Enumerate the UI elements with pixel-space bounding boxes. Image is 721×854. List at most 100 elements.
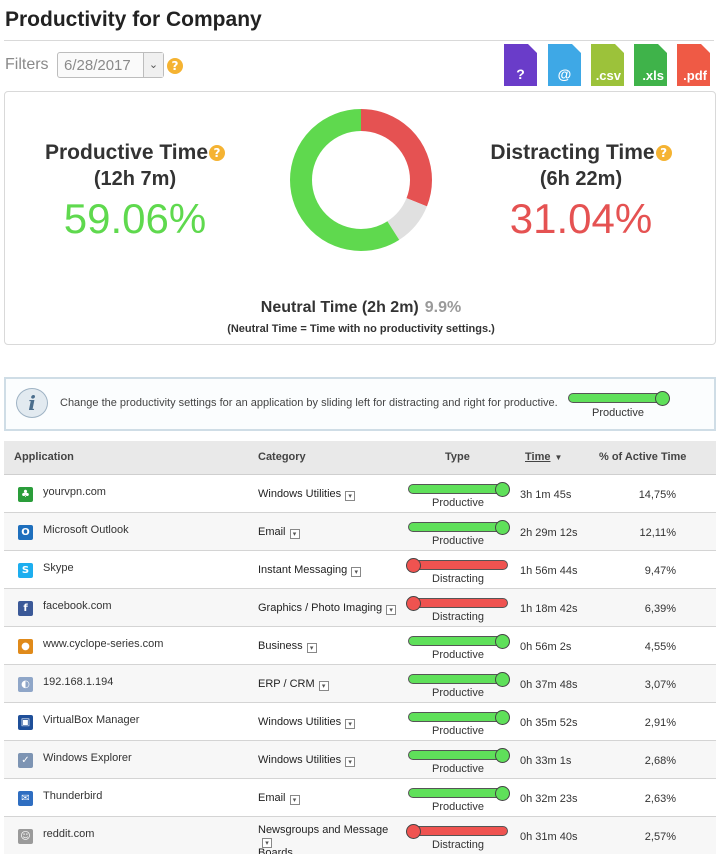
header-active-time[interactable]: % of Active Time [599, 451, 687, 463]
active-percent: 2,68% [644, 755, 676, 767]
table-row[interactable]: ◐ 192.168.1.194 ERP / CRM ▾ Productive 0h 37m… [4, 665, 716, 703]
filter-help-icon[interactable]: ? [167, 58, 183, 74]
productivity-slider[interactable] [408, 482, 510, 497]
date-filter-select[interactable]: 6/28/2017 ⌄ [57, 52, 164, 78]
time-value: 1h 56m 44s [520, 565, 578, 577]
slider-knob[interactable] [495, 634, 510, 649]
time-value: 0h 31m 40s [520, 831, 578, 843]
header-type[interactable]: Type [445, 451, 470, 463]
header-time[interactable]: Time ▼ [525, 451, 562, 463]
distracting-label: Distracting Time [490, 141, 655, 164]
table-row[interactable]: ▣ VirtualBox Manager Windows Utilities ▾ Pro… [4, 703, 716, 741]
type-label: Productive [432, 687, 484, 699]
chevron-down-icon[interactable]: ▾ [345, 757, 356, 767]
app-icon: ● [18, 639, 33, 654]
active-percent: 2,57% [644, 831, 676, 843]
slider-knob[interactable] [495, 672, 510, 687]
slider-knob[interactable] [495, 710, 510, 725]
productivity-slider[interactable] [406, 558, 508, 573]
chevron-down-icon[interactable]: ▾ [289, 795, 300, 805]
table-row[interactable]: f facebook.com Graphics / Photo Imaging ▾ Di… [4, 589, 716, 627]
active-percent: 6,39% [644, 603, 676, 615]
category-select[interactable]: Windows Utilities ▾ [258, 755, 398, 767]
category-select[interactable]: Business ▾ [258, 641, 398, 653]
productivity-donut-chart [290, 109, 432, 251]
time-value: 0h 56m 2s [520, 641, 572, 653]
distracting-percent: 31.04% [509, 195, 653, 242]
xls-export-button[interactable]: .xls [634, 44, 667, 86]
app-name: VirtualBox Manager [43, 714, 140, 726]
productive-help-icon[interactable]: ? [209, 145, 225, 161]
chevron-down-icon[interactable]: ▾ [345, 491, 356, 501]
category-select[interactable]: Instant Messaging ▾ [258, 565, 398, 577]
table-row[interactable]: ✓ Windows Explorer Windows Utilities ▾ Produ… [4, 741, 716, 779]
category-label: Windows Utilities [258, 716, 342, 728]
distracting-help-icon[interactable]: ? [655, 145, 672, 161]
app-name: facebook.com [43, 600, 112, 612]
table-row[interactable]: O Microsoft Outlook Email ▾ Productive 2h 29m… [4, 513, 716, 551]
csv-export-button[interactable]: .csv [591, 44, 624, 86]
category-select[interactable]: Email ▾ [258, 527, 398, 539]
productivity-slider[interactable] [406, 596, 508, 611]
app-icon: f [18, 601, 33, 616]
pdf-export-button[interactable]: .pdf [677, 44, 710, 86]
productivity-slider[interactable] [408, 710, 510, 725]
productivity-slider[interactable] [408, 672, 510, 687]
category-label: Windows Utilities [258, 754, 342, 766]
chevron-down-icon[interactable]: ⌄ [143, 53, 163, 77]
header-application[interactable]: Application [14, 451, 74, 463]
slider-knob[interactable] [495, 482, 510, 497]
category-label: Instant Messaging [258, 564, 348, 576]
table-header: Application Category Type Time ▼ % of Act… [4, 441, 716, 475]
category-select[interactable]: Windows Utilities ▾ [258, 717, 398, 729]
table-row[interactable]: S Skype Instant Messaging ▾ Distracting 1h 56… [4, 551, 716, 589]
slider-knob[interactable] [406, 824, 421, 839]
productivity-slider[interactable] [408, 786, 510, 801]
productive-metric: Productive Time? (12h 7m) 59.06% [25, 140, 245, 242]
category-select[interactable]: Windows Utilities ▾ [258, 489, 398, 501]
help-export-button[interactable]: ? [504, 44, 537, 86]
app-icon: ✉ [18, 791, 33, 806]
productivity-slider[interactable] [408, 520, 510, 535]
productivity-slider[interactable] [406, 824, 508, 839]
productivity-slider[interactable] [408, 748, 510, 763]
slider-track [408, 712, 508, 722]
slider-knob[interactable] [406, 558, 421, 573]
app-name: www.cyclope-series.com [43, 638, 164, 650]
type-label: Productive [432, 801, 484, 813]
productive-percent: 59.06% [63, 195, 207, 242]
active-percent: 2,91% [644, 717, 676, 729]
productivity-slider[interactable] [408, 634, 510, 649]
chevron-down-icon[interactable]: ▾ [318, 681, 329, 691]
slider-knob[interactable] [406, 596, 421, 611]
app-icon: ◐ [18, 677, 33, 692]
chevron-down-icon[interactable]: ▾ [351, 567, 362, 577]
chevron-down-icon[interactable]: ▾ [386, 605, 397, 615]
slider-knob[interactable] [495, 786, 510, 801]
sort-desc-icon: ▼ [554, 453, 563, 462]
page-title: Productivity for Company [5, 8, 262, 31]
table-row[interactable]: ● www.cyclope-series.com Business ▾ Producti… [4, 627, 716, 665]
category-select[interactable]: ERP / CRM ▾ [258, 679, 398, 691]
category-select[interactable]: Newsgroups and Message▾ Boards [258, 825, 398, 854]
chevron-down-icon[interactable]: ▾ [289, 529, 300, 539]
header-category[interactable]: Category [258, 451, 306, 463]
email-export-button[interactable]: @ [548, 44, 581, 86]
slider-knob[interactable] [495, 520, 510, 535]
chevron-down-icon[interactable]: ▾ [345, 719, 356, 729]
category-label: Boards [258, 847, 293, 854]
slider-knob[interactable] [495, 748, 510, 763]
category-select[interactable]: Email ▾ [258, 793, 398, 805]
app-name: Windows Explorer [43, 752, 132, 764]
category-label: ERP / CRM [258, 678, 315, 690]
app-name: 192.168.1.194 [43, 676, 114, 688]
info-text: Change the productivity settings for an … [60, 397, 558, 409]
table-row[interactable]: ☺ reddit.com Newsgroups and Message▾ Boards… [4, 817, 716, 854]
category-label: Newsgroups and Message [258, 824, 389, 836]
category-select[interactable]: Graphics / Photo Imaging ▾ [258, 603, 398, 615]
chevron-down-icon[interactable]: ▾ [306, 643, 317, 653]
time-value: 3h 1m 45s [520, 489, 572, 501]
table-row[interactable]: ✉ Thunderbird Email ▾ Productive 0h 32m 23s 2,… [4, 779, 716, 817]
type-label: Productive [432, 535, 484, 547]
table-row[interactable]: ♣ yourvpn.com Windows Utilities ▾ Productive… [4, 475, 716, 513]
